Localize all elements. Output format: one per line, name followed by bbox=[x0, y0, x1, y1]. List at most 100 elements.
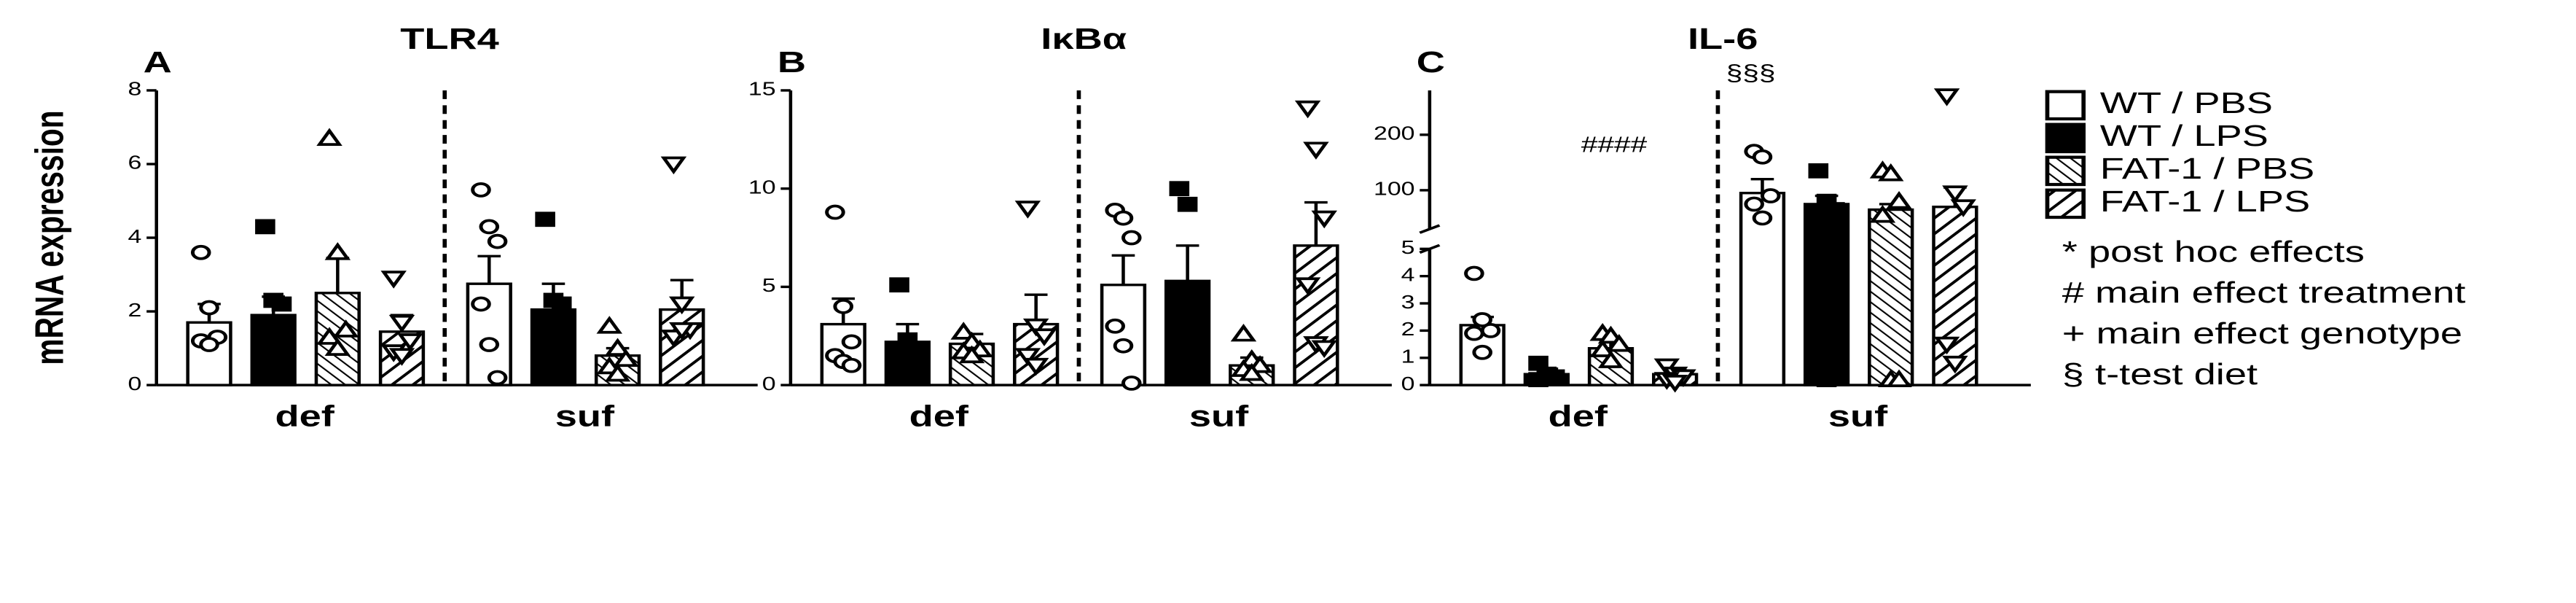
data-point bbox=[380, 271, 407, 289]
axis-break bbox=[1419, 224, 1441, 234]
data-point bbox=[825, 204, 845, 220]
y-tick-label: 4 bbox=[128, 227, 142, 247]
data-point bbox=[1869, 205, 1896, 223]
data-point bbox=[1472, 344, 1492, 360]
y-tick-label: 8 bbox=[128, 79, 142, 100]
legend-note: § t-test diet bbox=[2062, 358, 2258, 391]
data-point bbox=[1014, 201, 1041, 219]
data-point bbox=[535, 330, 555, 345]
bar bbox=[1293, 244, 1339, 386]
data-point bbox=[324, 242, 351, 260]
data-point bbox=[471, 182, 491, 198]
data-point bbox=[1121, 376, 1142, 391]
y-tick-label: 10 bbox=[748, 177, 776, 198]
data-point bbox=[1886, 191, 1912, 209]
data-point bbox=[1942, 355, 1968, 374]
data-point bbox=[1544, 369, 1565, 385]
data-point bbox=[1933, 88, 1960, 106]
data-point bbox=[1528, 372, 1549, 388]
data-point bbox=[487, 233, 508, 249]
data-point bbox=[1311, 340, 1337, 359]
legend-note: * post hoc effects bbox=[2062, 236, 2365, 268]
data-point bbox=[388, 314, 415, 333]
data-point bbox=[1744, 196, 1764, 212]
data-point bbox=[668, 296, 695, 315]
data-point bbox=[271, 322, 292, 338]
x-tick-label: suf bbox=[1828, 400, 1889, 433]
data-point bbox=[1464, 325, 1484, 341]
y-tick-label: 5 bbox=[1401, 238, 1415, 258]
data-point bbox=[1177, 340, 1198, 356]
bar bbox=[530, 308, 577, 386]
panel-title: IL-6 bbox=[1688, 23, 1758, 55]
panel-title: TLR4 bbox=[400, 23, 499, 55]
data-point bbox=[596, 316, 623, 334]
data-point bbox=[1294, 100, 1321, 119]
y-tick-label: 3 bbox=[1401, 292, 1415, 313]
panel-title: IκBα bbox=[1041, 23, 1127, 55]
x-tick-label: def bbox=[275, 400, 335, 433]
data-point bbox=[479, 219, 500, 235]
y-tick-label: 6 bbox=[128, 153, 142, 174]
data-point bbox=[1303, 141, 1329, 160]
y-tick-label: 2 bbox=[128, 300, 142, 321]
data-point bbox=[471, 296, 491, 312]
y-tick-label: 0 bbox=[762, 374, 776, 394]
legend-swatch bbox=[2045, 155, 2086, 187]
legend-label: WT / LPS bbox=[2100, 120, 2268, 152]
data-point bbox=[199, 300, 219, 316]
legend-note: # main effect treatment bbox=[2062, 276, 2466, 309]
legend-label: FAT-1 / LPS bbox=[2100, 185, 2310, 218]
data-point bbox=[1113, 210, 1134, 226]
data-point bbox=[1752, 210, 1773, 226]
x-tick-label: suf bbox=[1189, 400, 1250, 433]
bar bbox=[1100, 284, 1147, 386]
data-point bbox=[889, 277, 909, 293]
data-point bbox=[271, 296, 292, 312]
legend-swatch bbox=[2045, 188, 2086, 219]
annotation: §§§ bbox=[1726, 60, 1776, 85]
data-point bbox=[1121, 230, 1142, 246]
data-point bbox=[841, 357, 862, 373]
y-tick-label: 100 bbox=[1374, 179, 1415, 200]
y-tick-label: 15 bbox=[748, 79, 776, 100]
data-point bbox=[1877, 163, 1904, 182]
data-point bbox=[604, 363, 631, 382]
data-point bbox=[1239, 362, 1265, 381]
annotation: #### bbox=[1581, 131, 1647, 157]
bar bbox=[1803, 203, 1850, 386]
data-point bbox=[479, 337, 500, 352]
data-point bbox=[833, 298, 854, 314]
data-point bbox=[1808, 163, 1829, 179]
data-point bbox=[190, 244, 211, 260]
x-tick-label: suf bbox=[555, 400, 616, 433]
data-point bbox=[535, 211, 555, 227]
legend-note: + main effect genotype bbox=[2062, 317, 2462, 350]
data-point bbox=[1597, 350, 1624, 368]
data-point bbox=[1760, 188, 1781, 203]
data-point bbox=[316, 128, 342, 146]
data-point bbox=[613, 349, 639, 367]
panel-letter: A bbox=[144, 46, 172, 79]
data-point bbox=[958, 345, 985, 364]
data-point bbox=[905, 342, 926, 357]
x-tick-label: def bbox=[1549, 400, 1609, 433]
data-point bbox=[543, 355, 564, 371]
legend-swatch bbox=[2045, 90, 2086, 121]
data-point bbox=[1606, 333, 1632, 352]
data-point bbox=[950, 322, 976, 340]
x-tick-label: def bbox=[909, 400, 970, 433]
y-tick-label: 2 bbox=[1401, 319, 1415, 340]
y-tick-label: 0 bbox=[128, 374, 142, 394]
data-point bbox=[1031, 328, 1057, 346]
data-point bbox=[324, 338, 351, 356]
data-point bbox=[604, 338, 631, 356]
data-point bbox=[660, 156, 687, 175]
data-point bbox=[1177, 196, 1198, 212]
data-point bbox=[263, 355, 283, 371]
data-point bbox=[551, 296, 572, 312]
legend-label: FAT-1 / PBS bbox=[2100, 152, 2314, 185]
y-tick-label: 0 bbox=[1401, 374, 1415, 394]
